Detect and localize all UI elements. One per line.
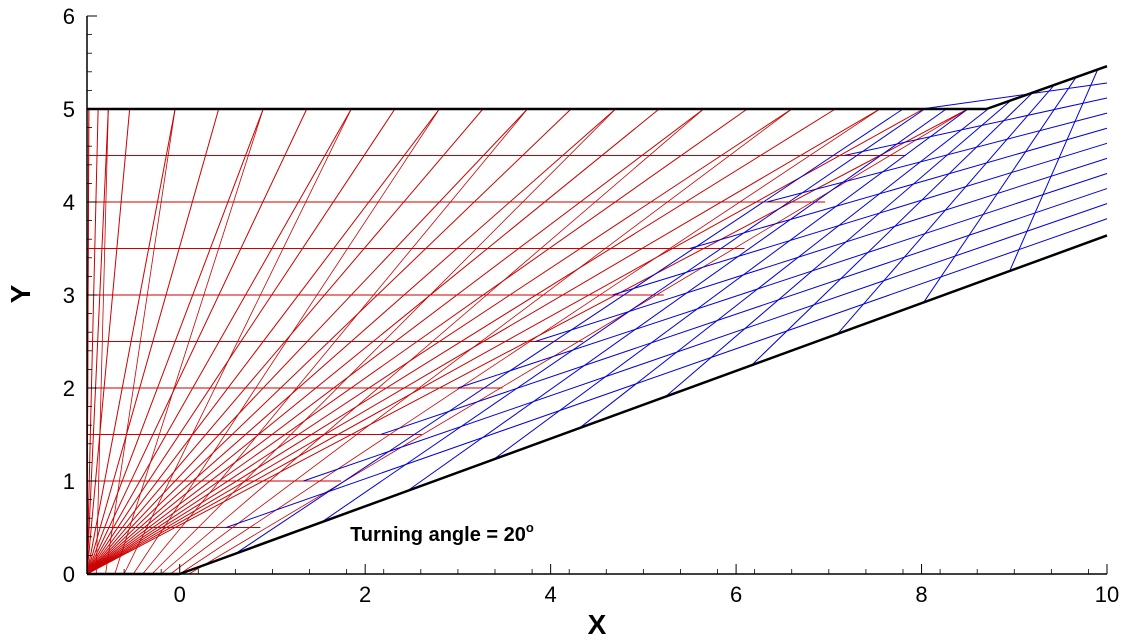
fan-ray-secondary	[133, 108, 440, 575]
x-tick-label: 2	[359, 582, 371, 607]
fan-ray	[86, 108, 616, 575]
x-tick-label: 10	[1095, 582, 1119, 607]
fan-ray	[86, 108, 396, 575]
lower-wall	[179, 234, 1108, 576]
characteristic-line	[303, 203, 1108, 482]
fan-ray	[86, 108, 528, 575]
characteristic-line	[689, 127, 1108, 249]
characteristic-line	[844, 97, 1108, 156]
fan-ray	[86, 108, 881, 575]
fan-ray	[86, 108, 836, 575]
fan-ray	[86, 108, 572, 575]
reflected-wave	[837, 84, 1055, 335]
reflected-wave	[235, 108, 904, 555]
fan-ray-secondary	[105, 108, 176, 575]
fan-ray-secondary	[170, 108, 792, 575]
reflected-wave	[493, 108, 969, 460]
fan-ray-secondary	[151, 108, 616, 575]
reflected-wave	[665, 99, 1012, 398]
fan-ray	[86, 108, 352, 575]
x-tick-label: 4	[545, 582, 557, 607]
fan-ray-secondary	[123, 108, 352, 575]
tick-labels: 0 2 4 6 8 10 0 1 2 3 4 5 6	[63, 4, 1119, 607]
reflected-wave	[923, 76, 1077, 303]
wall-boundaries	[87, 65, 1108, 576]
characteristic-line	[225, 218, 1108, 528]
reflected-wave	[321, 108, 925, 523]
characteristic-line	[380, 188, 1108, 435]
fan-ray	[86, 108, 660, 575]
y-tick-label: 1	[63, 469, 75, 494]
fan-ray	[86, 108, 748, 575]
degree-symbol: o	[526, 520, 534, 535]
x-tick-label: 8	[915, 582, 927, 607]
fan-ray	[86, 108, 176, 575]
y-tick-label: 2	[63, 376, 75, 401]
annotation-prefix: Turning angle =	[350, 524, 504, 546]
fan-ray	[86, 108, 220, 575]
fan-ray-secondary	[95, 108, 109, 575]
fan-ray-secondary	[114, 108, 264, 575]
fan-ray	[86, 108, 131, 575]
characteristic-line	[612, 142, 1108, 296]
y-tick-label: 5	[63, 97, 75, 122]
turning-angle-annotation: Turning angle = 20o	[350, 520, 534, 546]
y-tick-label: 4	[63, 190, 75, 215]
characteristic-line	[457, 173, 1108, 389]
upper-wall	[986, 65, 1108, 111]
fan-ray	[86, 108, 99, 575]
fan-ray	[86, 108, 264, 575]
axes	[86, 15, 1108, 575]
fan-ray	[86, 108, 793, 575]
characteristic-line	[921, 82, 1108, 110]
fan-ray	[86, 108, 704, 575]
reflected-wave-lines	[225, 69, 1108, 555]
fan-ray-secondary	[179, 108, 881, 575]
x-tick-label: 0	[174, 582, 186, 607]
x-tick-label: 6	[730, 582, 742, 607]
y-tick-label: 6	[63, 4, 75, 29]
fan-ray	[86, 108, 308, 575]
y-axis-title: Y	[5, 284, 36, 303]
annotation-value: 20	[504, 524, 526, 546]
fan-ray-secondary	[188, 108, 969, 575]
reflected-wave	[751, 92, 1034, 366]
reflected-wave	[407, 108, 947, 492]
expansion-fan-lines	[86, 108, 969, 575]
fan-ray	[86, 108, 969, 575]
fan-ray	[86, 108, 484, 575]
characteristic-line	[766, 112, 1108, 203]
x-axis-title: X	[588, 609, 607, 640]
fan-ray	[86, 108, 924, 575]
fan-ray	[86, 108, 109, 575]
y-tick-label: 3	[63, 283, 75, 308]
y-tick-label: 0	[63, 562, 75, 587]
fan-ray	[86, 108, 440, 575]
reflected-wave	[1009, 69, 1099, 272]
characteristic-line	[535, 157, 1108, 342]
fan-ray-secondary	[142, 108, 528, 575]
fan-ray-secondary	[160, 108, 704, 575]
